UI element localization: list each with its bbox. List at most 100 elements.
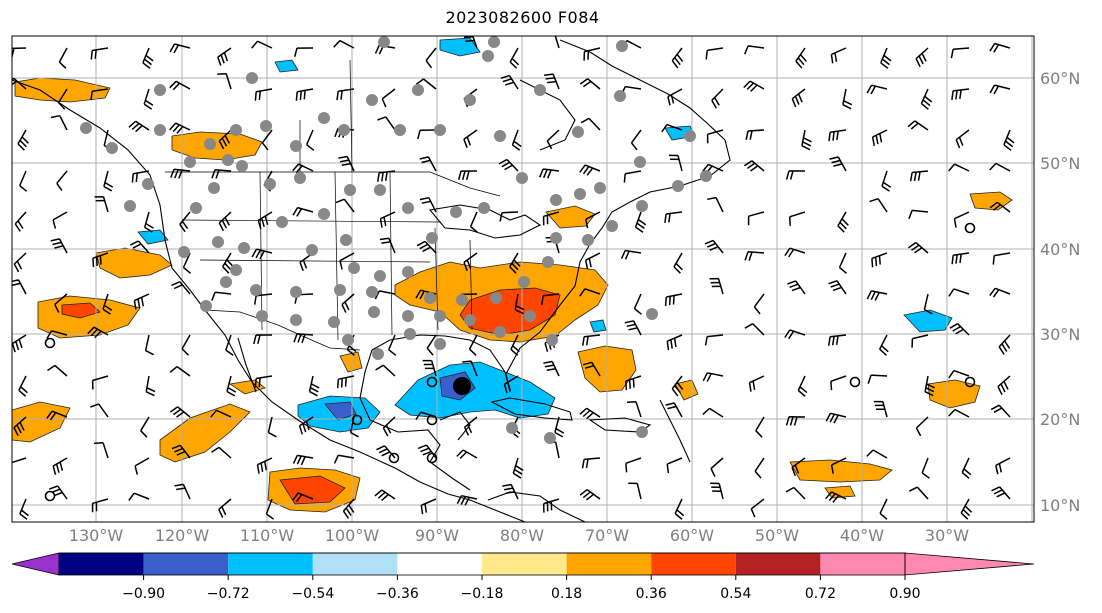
wind-barb (211, 168, 232, 179)
wind-barb (743, 160, 765, 172)
station-marker (290, 286, 302, 298)
wind-barb (457, 170, 478, 180)
station-marker (80, 122, 92, 134)
station-marker (490, 292, 502, 304)
wind-barb (541, 293, 560, 305)
wind-barb (989, 201, 1011, 213)
wind-barb (951, 88, 970, 100)
wind-barb (921, 457, 930, 479)
station-marker (518, 276, 530, 288)
wind-barb (791, 457, 806, 477)
station-marker (318, 112, 330, 124)
wind-barb (128, 120, 150, 133)
wind-barb (293, 332, 314, 344)
wind-barb (924, 375, 935, 397)
station-marker (106, 142, 118, 154)
wind-barb (349, 416, 359, 438)
map-area (12, 36, 1034, 522)
station-marker (482, 50, 494, 62)
wind-barb (580, 117, 601, 131)
wind-barb (134, 457, 150, 475)
wind-barb (463, 129, 478, 148)
wind-barb (503, 375, 519, 394)
wind-barb (50, 238, 68, 254)
wind-barb (14, 211, 27, 232)
wind-barb (664, 211, 683, 224)
wind-barb (50, 114, 68, 131)
wind-barb (579, 78, 601, 90)
wind-barb (579, 164, 601, 176)
lon-label: 70°W (585, 526, 629, 545)
wind-barb (830, 375, 847, 391)
wind-barb (702, 372, 724, 382)
map-title: 2023082600 F084 (445, 8, 600, 27)
wind-barb (907, 241, 929, 254)
open-marker (351, 414, 363, 426)
wind-barb (498, 158, 519, 172)
wind-barb (253, 293, 273, 305)
wind-barb (217, 72, 232, 90)
wind-barb (417, 129, 437, 140)
wind-barb (743, 80, 765, 92)
shaded-region (589, 319, 607, 333)
wind-barb (87, 326, 109, 339)
wind-barb (254, 375, 273, 388)
wind-barb (705, 47, 724, 60)
wind-barb (911, 334, 929, 348)
wind-barb (838, 252, 847, 274)
wind-barb (948, 369, 970, 379)
station-marker (260, 120, 272, 132)
wind-barb (456, 494, 478, 506)
wind-barb (94, 195, 109, 213)
colorbar-swatch (820, 553, 905, 575)
map-frame (11, 35, 1035, 523)
wind-barb (869, 197, 888, 213)
wind-barb (633, 293, 642, 315)
wind-barb (90, 403, 109, 418)
open-marker (964, 222, 976, 234)
station-marker (434, 310, 446, 322)
wind-barb (748, 375, 765, 392)
wind-barb (335, 198, 355, 213)
wind-barb (342, 498, 355, 519)
wind-barb (49, 485, 68, 500)
wind-barb (210, 409, 232, 418)
station-marker (276, 216, 288, 228)
colorbar-swatch (228, 553, 313, 575)
colorbar-swatch (482, 553, 567, 575)
station-marker (572, 126, 584, 138)
station-marker (516, 172, 528, 184)
wind-barb (754, 457, 765, 479)
wind-barb (463, 252, 478, 272)
station-marker (290, 140, 302, 152)
station-marker (464, 314, 476, 326)
wind-barb (374, 489, 396, 501)
wind-barb (417, 444, 437, 459)
wind-barb (702, 407, 724, 418)
wind-barb (92, 252, 109, 268)
shaded-region (137, 229, 169, 245)
station-marker (294, 172, 306, 184)
wind-barb (920, 88, 933, 110)
station-marker (230, 124, 242, 136)
wind-barb (469, 211, 479, 233)
wind-barb (747, 211, 765, 226)
longitude-labels: 130°W 120°W 110°W 100°W 90°W 80°W 70°W 6… (69, 526, 969, 545)
station-marker (378, 36, 390, 48)
wind-barb (171, 444, 191, 459)
station-marker (450, 206, 462, 218)
wind-barb (381, 88, 396, 108)
wind-barb (989, 162, 1011, 172)
station-marker (200, 300, 212, 312)
wind-barb (179, 211, 191, 233)
station-marker (264, 178, 276, 190)
coastline (519, 79, 576, 151)
wind-barb (542, 211, 560, 226)
wind-barb (102, 293, 113, 315)
coastline (487, 491, 586, 522)
wind-barb (915, 47, 929, 68)
wind-barb (333, 39, 355, 49)
wind-barb (502, 483, 519, 500)
wind-barb (169, 406, 191, 418)
wind-barb (788, 211, 806, 226)
